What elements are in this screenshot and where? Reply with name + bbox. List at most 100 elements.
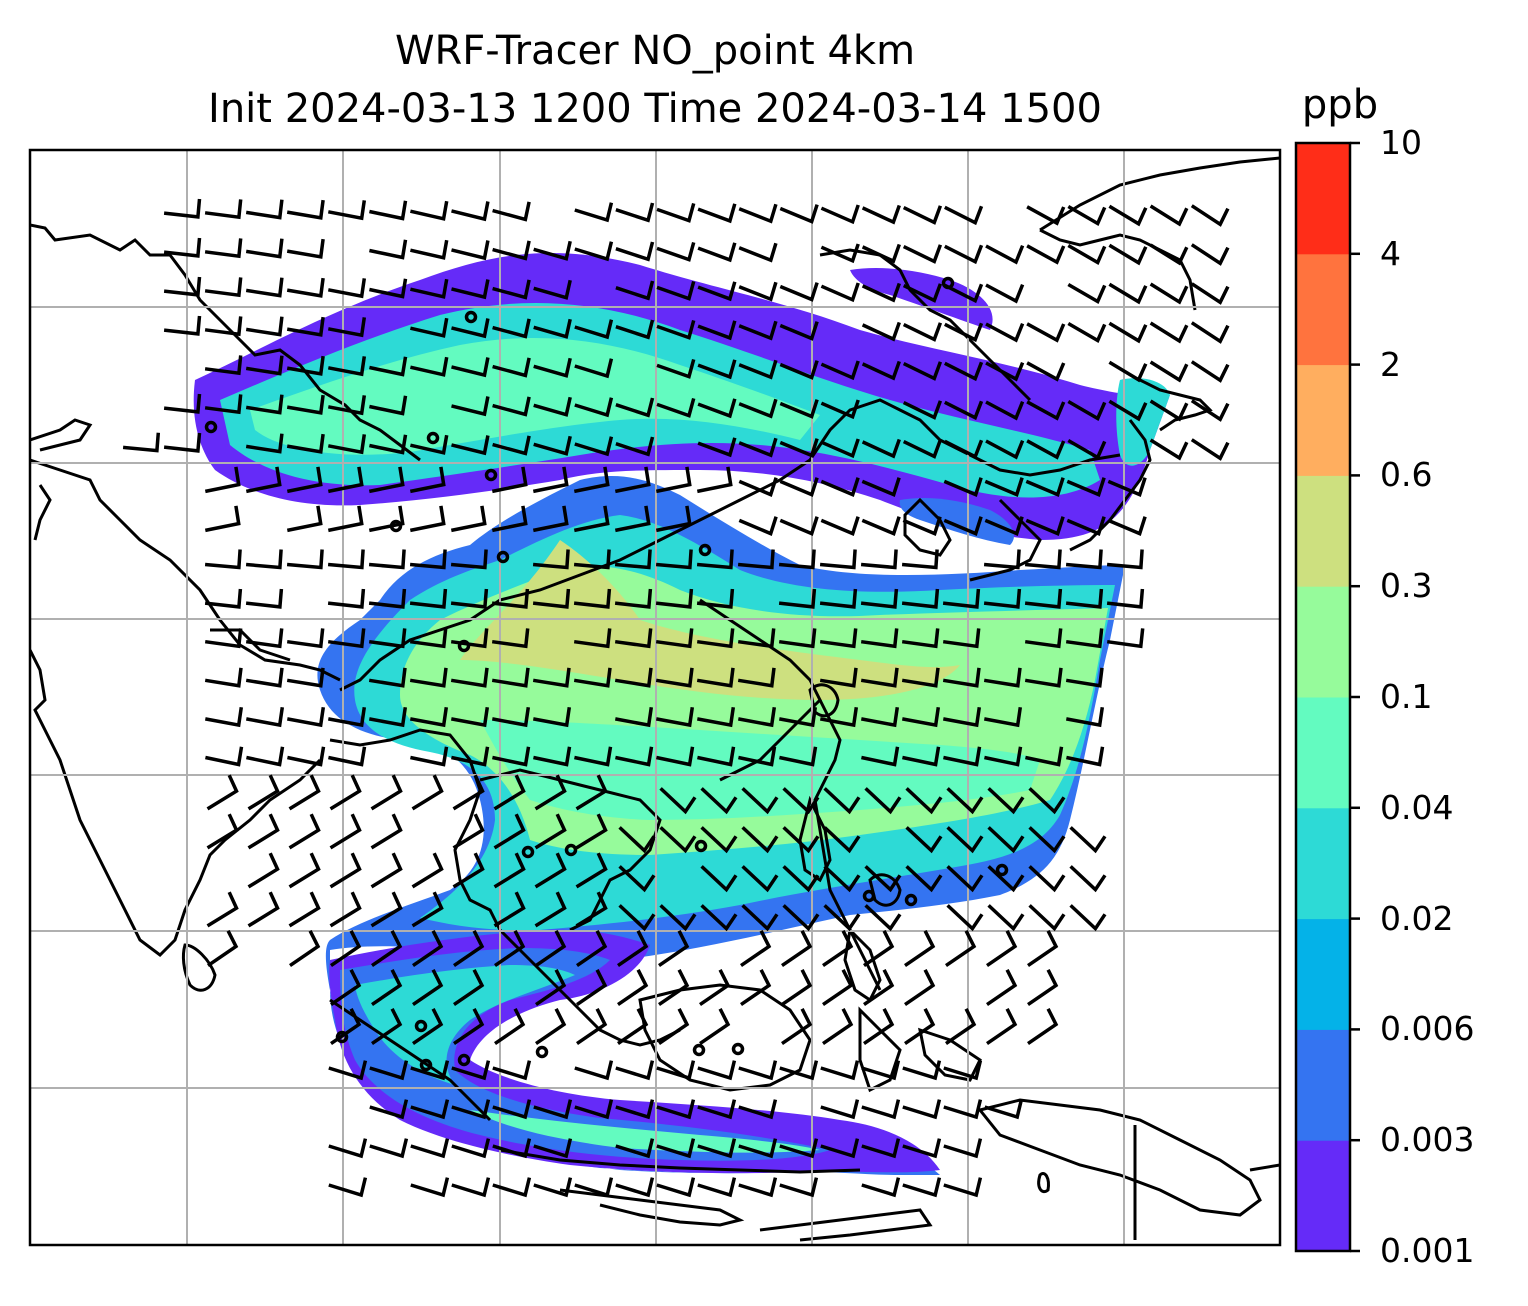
wind-barb: [985, 439, 1025, 460]
wind-barb: [820, 477, 860, 497]
wind-barb: [163, 432, 202, 453]
wind-barb: [288, 813, 321, 850]
wind-barb: [451, 1099, 491, 1120]
wind-barb: [655, 707, 695, 728]
wind-barb: [1067, 204, 1107, 226]
wind-barb: [984, 516, 1024, 536]
wind-barb: [494, 930, 526, 968]
wind-barb: [782, 904, 820, 932]
wind-barb: [533, 279, 572, 300]
wind-barb: [904, 1008, 936, 1046]
wind-barb: [410, 434, 449, 455]
wind-barb: [286, 466, 323, 494]
wind-barb: [778, 549, 816, 570]
wind-barb: [1149, 360, 1189, 383]
wind-barb: [327, 395, 367, 416]
wind-barb: [615, 1177, 655, 1198]
wind-barb: [822, 969, 854, 1007]
wind-barb: [450, 667, 489, 688]
wind-barb: [697, 437, 737, 458]
wind-barb: [450, 588, 489, 609]
wind-barb: [781, 969, 813, 1007]
wind-barb: [615, 1099, 655, 1120]
wind-barb: [738, 477, 778, 497]
wind-barb: [286, 355, 325, 376]
wind-barb: [700, 904, 738, 932]
wind-barb: [246, 746, 285, 767]
wind-barbs: [122, 198, 1230, 1198]
wind-barb: [820, 360, 860, 381]
wind-barb: [491, 707, 531, 728]
wind-barb: [944, 361, 984, 382]
wind-barb: [1027, 969, 1059, 1007]
wind-barb: [369, 356, 408, 377]
wind-barb: [370, 774, 403, 811]
wind-barb: [491, 505, 528, 533]
wind-barb: [368, 588, 407, 609]
wind-barb: [204, 707, 244, 728]
wind-barb: [451, 396, 490, 417]
wind-barb: [700, 826, 738, 854]
wind-barb: [286, 628, 325, 649]
wind-barb: [658, 1008, 690, 1046]
wind-barb: [206, 813, 239, 850]
wind-barb: [1065, 628, 1104, 649]
wind-barb: [696, 588, 735, 609]
wind-barb: [573, 588, 612, 609]
wind-barb: [864, 904, 902, 932]
wind-barb: [944, 244, 984, 265]
wind-barb: [820, 438, 860, 459]
wind-barb: [492, 396, 531, 417]
wind-barb: [861, 1099, 901, 1120]
wind-barb: [371, 969, 403, 1007]
wind-barb: [655, 588, 694, 609]
wind-barb: [823, 904, 861, 932]
wind-barb: [368, 707, 408, 728]
wind-barb: [901, 667, 940, 688]
wind-barb: [1107, 516, 1147, 536]
wind-barb: [1027, 930, 1059, 968]
wind-barb: [370, 891, 403, 928]
wind-barb: [410, 1099, 450, 1120]
wind-barb: [574, 319, 614, 340]
wind-barb: [656, 241, 696, 262]
wind-barb: [330, 1008, 362, 1046]
wind-barb: [534, 813, 567, 850]
wind-barb: [782, 787, 820, 815]
wind-barb: [245, 667, 284, 688]
wind-barb: [409, 549, 447, 570]
wind-barb: [738, 516, 778, 536]
wind-barb: [535, 969, 567, 1007]
wind-barb: [492, 746, 531, 767]
wind-barb: [576, 969, 608, 1007]
wind-barb: [781, 930, 813, 968]
wind-barb: [943, 477, 983, 497]
wind-barb: [738, 1138, 778, 1159]
wind-barb: [823, 787, 861, 815]
point-source-markers: [204, 276, 1009, 1072]
wind-barb: [901, 628, 940, 649]
wind-barb: [204, 667, 243, 688]
wind-barb: [410, 239, 449, 260]
wind-barb: [615, 436, 655, 457]
wind-barb: [286, 199, 325, 220]
wind-barb: [328, 1138, 368, 1159]
wind-barb: [327, 317, 367, 338]
wind-barb: [943, 516, 983, 536]
wind-barb: [533, 318, 572, 339]
wind-barb: [286, 316, 325, 337]
wind-barb: [738, 437, 778, 458]
wind-barb: [533, 1099, 573, 1120]
wind-barb: [245, 588, 284, 609]
wind-barb: [574, 358, 614, 379]
wind-barb: [696, 707, 736, 728]
wind-barb: [327, 278, 367, 299]
wind-barb: [451, 357, 490, 378]
wind-barb: [204, 316, 243, 337]
wind-barb: [658, 969, 690, 1007]
wind-barb: [819, 707, 859, 728]
wind-barb: [863, 930, 895, 968]
wind-barb: [1149, 204, 1189, 227]
wind-barb: [369, 395, 408, 416]
wind-barb: [655, 628, 694, 649]
